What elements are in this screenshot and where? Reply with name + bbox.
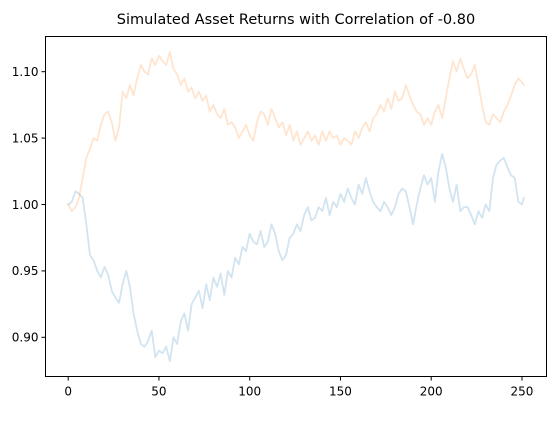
series-line-2 <box>67 50 525 213</box>
axes-frame <box>45 36 547 377</box>
x-tick-label: 250 <box>511 385 534 399</box>
x-tick-label: 0 <box>64 385 72 399</box>
y-tick-label: 1.05 <box>12 131 39 145</box>
x-tick-label: 150 <box>329 385 352 399</box>
x-tick-label: 100 <box>238 385 261 399</box>
x-axis: 0 50 100 150 200 250 <box>64 376 534 399</box>
y-tick-label: 0.90 <box>12 331 39 345</box>
series-layer <box>67 50 525 363</box>
y-tick-label: 1.00 <box>12 198 39 212</box>
x-tick-label: 50 <box>151 385 166 399</box>
plot-area <box>45 36 547 377</box>
y-tick-label: 1.10 <box>12 65 39 79</box>
series-line-1 <box>67 153 525 363</box>
x-tick-label: 200 <box>420 385 443 399</box>
y-axis: 0.90 0.95 1.00 1.05 1.10 <box>12 65 46 345</box>
y-tick-label: 0.95 <box>12 264 39 278</box>
chart-title: Simulated Asset Returns with Correlation… <box>117 12 475 28</box>
